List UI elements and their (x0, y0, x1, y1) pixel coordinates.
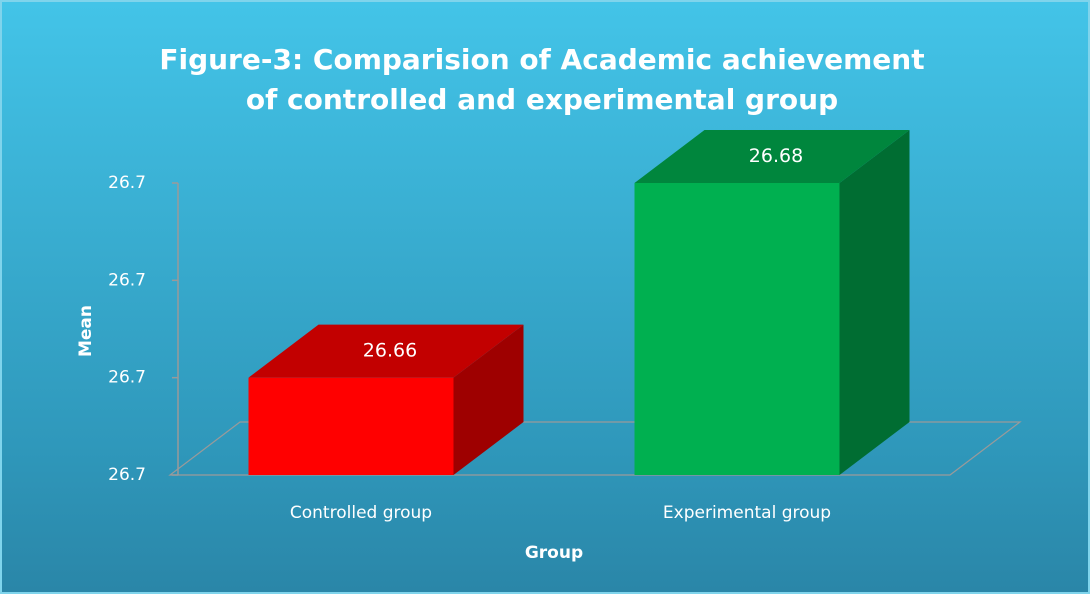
bar (634, 183, 840, 475)
value-label: 26.68 (749, 145, 803, 167)
x-tick-label: Controlled group (290, 503, 432, 523)
x-tick-label: Experimental group (663, 503, 831, 523)
bar-top (248, 324, 524, 378)
y-tick-label: 26.7 (108, 173, 146, 193)
bar-side (839, 130, 910, 475)
bar (248, 377, 454, 475)
y-axis-title: Mean (76, 305, 96, 357)
bar-side (453, 324, 524, 475)
y-tick-label: 26.7 (108, 270, 146, 290)
y-tick-label: 26.7 (108, 368, 146, 388)
bar-top (634, 130, 910, 183)
y-tick-label: 26.7 (108, 465, 146, 485)
x-axis-title: Group (525, 543, 583, 563)
chart-title: Figure-3: Comparision of Academic achiev… (159, 43, 925, 116)
value-label: 26.66 (363, 340, 417, 362)
